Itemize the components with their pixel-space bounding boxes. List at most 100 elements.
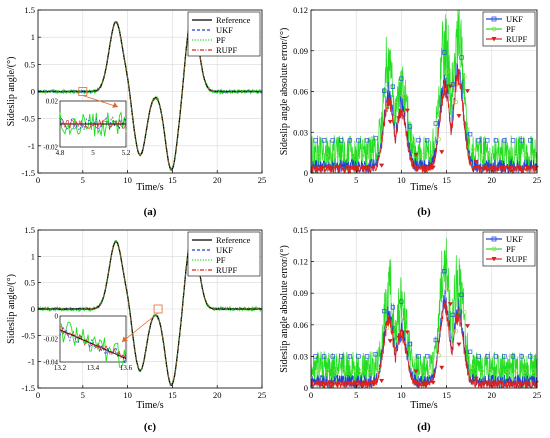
marker-rupf xyxy=(387,119,393,125)
inset-y-tick-c-1: -0.02 xyxy=(43,336,58,344)
marker-pf xyxy=(333,368,338,374)
marker-ukf xyxy=(407,341,413,347)
y-tick-label-3: 0.09 xyxy=(293,288,308,298)
marker-rupf xyxy=(422,165,428,170)
y-tick-label-1: -1 xyxy=(28,141,35,151)
inset-frame-c xyxy=(59,315,127,363)
marker-ukf xyxy=(416,138,421,143)
marker-rupf xyxy=(370,380,376,386)
y-tick-label-2: -0.5 xyxy=(22,330,35,340)
marker-pf xyxy=(342,153,347,158)
marker-rupf xyxy=(507,380,514,386)
marker-pf xyxy=(324,153,330,158)
marker-rupf xyxy=(516,380,522,386)
legend-label-rupf: RUPF xyxy=(506,34,528,44)
x-tick-label-3: 15 xyxy=(168,175,177,185)
series-rupf-line xyxy=(37,16,263,171)
marker-pf xyxy=(513,153,519,158)
marker-ukf xyxy=(485,138,490,143)
panel-label-a: (a) xyxy=(144,206,157,218)
marker-ukf xyxy=(425,354,430,359)
y-tick-label-1: 0.03 xyxy=(293,127,308,137)
marker-ukf xyxy=(364,354,370,359)
marker-ukf xyxy=(313,138,318,143)
marker-pf xyxy=(445,69,450,74)
marker-pf xyxy=(350,153,356,158)
marker-rupf xyxy=(490,380,496,386)
marker-rupf xyxy=(396,116,402,121)
marker-ukf xyxy=(519,354,524,359)
marker-ukf xyxy=(442,269,447,274)
marker-rupf xyxy=(482,380,488,386)
marker-ukf xyxy=(390,84,395,89)
marker-pf xyxy=(522,153,527,158)
marker-pf xyxy=(410,139,416,145)
legend-label-ukf: UKF xyxy=(216,245,233,255)
marker-pf xyxy=(359,368,364,374)
y-axis-label-b: Sideslip angle absolute error/(°) xyxy=(279,28,290,156)
marker-pf xyxy=(419,153,424,158)
marker-rupf xyxy=(456,114,462,119)
marker-rupf xyxy=(327,380,333,386)
marker-rupf xyxy=(464,324,471,329)
x-tick-label-3: 15 xyxy=(442,390,451,400)
marker-rupf xyxy=(499,165,505,170)
marker-ukf xyxy=(321,138,327,143)
x-tick-label-0: 0 xyxy=(309,390,313,400)
marker-rupf xyxy=(430,380,436,385)
marker-pf xyxy=(436,137,441,142)
marker-rupf xyxy=(422,380,428,385)
marker-pf xyxy=(488,368,493,374)
y-tick-label-4: 0.5 xyxy=(24,278,35,288)
marker-ukf xyxy=(356,138,361,143)
marker-ukf xyxy=(528,354,533,359)
marker-pf xyxy=(324,368,330,374)
y-tick-label-0: -1.5 xyxy=(22,168,35,178)
marker-ukf xyxy=(399,299,404,304)
marker-pf xyxy=(505,153,510,158)
marker-ukf xyxy=(373,135,378,141)
marker-pf xyxy=(385,325,390,330)
y-axis-label-d: Sideslip angle absolute error/(°) xyxy=(279,245,290,373)
x-tick-label-4: 20 xyxy=(488,175,497,185)
marker-rupf xyxy=(379,378,385,384)
x-tick-label-1: 5 xyxy=(354,390,358,400)
marker-ukf xyxy=(467,349,473,354)
inset-x-tick-c-0: 13.2 xyxy=(54,364,67,372)
x-tick-label-5: 25 xyxy=(533,175,542,185)
marker-ukf xyxy=(493,138,499,143)
y-tick-label-0: -1.5 xyxy=(22,383,35,393)
legend-label-ukf: UKF xyxy=(506,14,523,24)
y-tick-label-5: 0.15 xyxy=(293,225,308,235)
marker-rupf xyxy=(361,380,368,386)
marker-ukf xyxy=(433,337,438,343)
y-tick-label-1: -1 xyxy=(28,357,35,367)
inset-y-tick-a-0: -0.02 xyxy=(43,144,58,152)
inset-y-tick-c-2: 0 xyxy=(55,313,59,321)
series-rupf-line xyxy=(37,235,263,386)
y-tick-label-2: 0.06 xyxy=(293,320,308,330)
marker-pf xyxy=(410,356,416,362)
marker-ukf xyxy=(321,354,327,359)
marker-rupf xyxy=(507,165,514,170)
inset-y-tick-a-1: 0.02 xyxy=(46,98,59,106)
panel-a: 4.8 5 5.2 -0.02 0.02 0 5 10 15 20 25 -1.5 -1 -0.5 0 0.5… xyxy=(6,5,266,218)
marker-rupf xyxy=(525,165,531,170)
inset-x-tick-a-2: 5.2 xyxy=(122,149,131,157)
marker-rupf xyxy=(404,330,410,335)
inset-x-tick-c-1: 13.4 xyxy=(87,364,100,372)
x-tick-label-0: 0 xyxy=(36,175,40,185)
x-tick-label-4: 20 xyxy=(213,175,222,185)
x-tick-label-2: 10 xyxy=(397,175,406,185)
marker-ukf xyxy=(339,354,344,359)
zoom-arrow-a xyxy=(82,95,119,108)
legend-label-rupf: RUPF xyxy=(216,265,238,275)
legend-label-pf: PF xyxy=(216,35,226,45)
inset-c: 13.2 13.4 13.6 -0.04 -0.02 0 xyxy=(43,313,132,373)
marker-pf xyxy=(479,153,484,158)
legend-label-pf: PF xyxy=(506,244,516,254)
y-tick-label-4: 0.12 xyxy=(293,257,308,267)
x-tick-label-0: 0 xyxy=(36,390,40,400)
